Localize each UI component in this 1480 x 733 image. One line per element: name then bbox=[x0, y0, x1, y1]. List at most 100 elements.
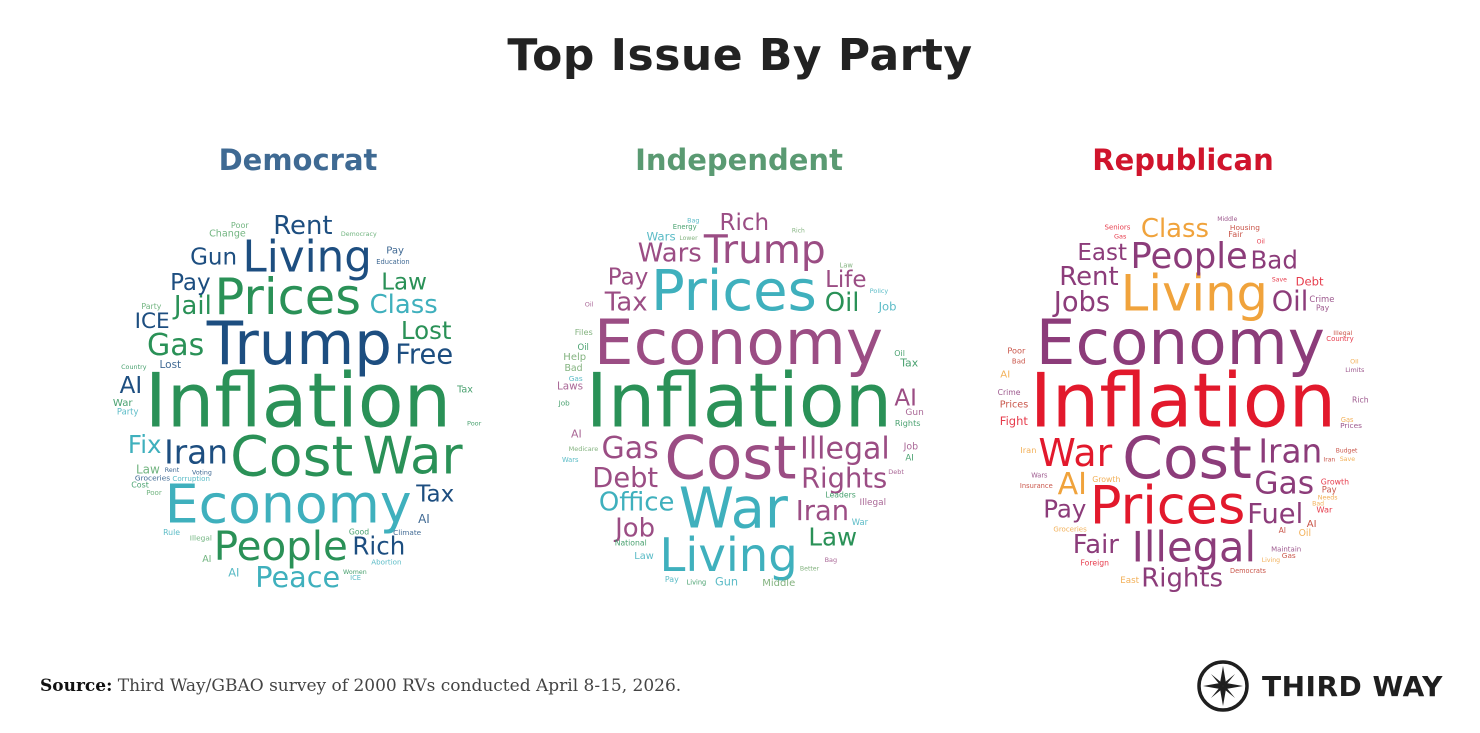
cloud-word: Rights bbox=[1141, 563, 1223, 593]
cloud-word: Fuel bbox=[1247, 499, 1303, 530]
cloud-filler-word: Bad bbox=[565, 363, 583, 374]
cloud-filler-word: Gas bbox=[569, 374, 583, 383]
cloud-word: Rich bbox=[720, 210, 770, 236]
cloud-filler-word: Maintain bbox=[1271, 545, 1301, 553]
cloud-filler-word: Growth bbox=[1321, 477, 1349, 486]
cloud-word: Cost bbox=[1122, 424, 1252, 492]
cloud-filler-word: Rich bbox=[1352, 395, 1369, 404]
cloud-filler-word: Budget bbox=[1336, 448, 1358, 455]
cloud-word: Jail bbox=[172, 291, 212, 321]
cloud-filler-word: Debt bbox=[888, 468, 904, 476]
cloud-filler-word: Poor bbox=[146, 488, 162, 497]
source-text: Third Way/GBAO survey of 2000 RVs conduc… bbox=[117, 676, 682, 696]
cloud-word: Tax bbox=[415, 482, 454, 508]
cloud-word: Gun bbox=[190, 244, 237, 270]
cloud-filler-word: Middle bbox=[1217, 216, 1237, 223]
cloud-filler-word: National bbox=[615, 539, 647, 548]
cloud-filler-word: Pay bbox=[386, 245, 404, 256]
cloud-word: Fair bbox=[1073, 530, 1120, 560]
cloud-word: Oil bbox=[825, 288, 860, 318]
cloud-filler-word: Crime bbox=[998, 388, 1021, 397]
cloud-word: Cost bbox=[665, 425, 797, 494]
cloud-filler-word: Living bbox=[687, 579, 707, 587]
cloud-filler-word: AI bbox=[571, 427, 582, 440]
cloud-word: Illegal bbox=[1132, 523, 1256, 572]
wordcloud-panel-republican: Republican Inflation Economy Cost Prices Liv… bbox=[983, 135, 1383, 615]
cloud-word: AI bbox=[894, 386, 917, 412]
cloud-filler-word: Illegal bbox=[860, 498, 887, 508]
cloud-filler-word: Democracy bbox=[341, 231, 377, 238]
cloud-word: Oil bbox=[1272, 287, 1309, 318]
cloud-word: Prices bbox=[1090, 476, 1245, 537]
panel-title-independent: Independent bbox=[635, 143, 843, 177]
cloud-filler-word: Climate bbox=[393, 528, 422, 537]
cloud-word: Illegal bbox=[800, 432, 890, 467]
panel-title-democrat: Democrat bbox=[218, 143, 378, 177]
cloud-filler-word: Party bbox=[141, 302, 161, 311]
cloud-word: People bbox=[1131, 236, 1248, 277]
cloud-word: Office bbox=[599, 488, 675, 518]
cloud-filler-word: Change bbox=[209, 228, 246, 239]
cloud-filler-word: Policy bbox=[870, 287, 889, 295]
cloud-word: Cost bbox=[230, 426, 353, 490]
cloud-word: Lost bbox=[401, 316, 452, 345]
cloud-filler-word: Iran bbox=[1020, 445, 1036, 455]
cloud-filler-word: Needs bbox=[1318, 495, 1338, 502]
cloud-word: Rich bbox=[352, 532, 405, 561]
cloud-word: Trump bbox=[206, 310, 392, 379]
cloud-filler-word: Tax bbox=[899, 357, 919, 370]
cloud-filler-word: Wars bbox=[1031, 471, 1048, 479]
cloud-filler-word: Middle bbox=[762, 578, 795, 589]
cloud-filler-word: Poor bbox=[231, 220, 250, 230]
cloud-word: Economy bbox=[594, 306, 883, 379]
cloud-filler-word: Iran bbox=[1323, 456, 1335, 463]
wordcloud-democrat: InflationTrumpCostEconomyWarPricesLiving… bbox=[113, 211, 482, 594]
cloud-filler-word: AI bbox=[1279, 526, 1286, 535]
cloud-filler-word: Gas bbox=[1341, 416, 1354, 424]
cloud-filler-word: Pay bbox=[665, 575, 679, 584]
cloud-filler-word: Party bbox=[117, 406, 139, 416]
cloud-word: Iran bbox=[796, 496, 849, 527]
cloud-word: ICE bbox=[135, 309, 170, 334]
cloud-filler-word: Debt bbox=[1296, 275, 1324, 289]
cloud-filler-word: Pay bbox=[1322, 485, 1337, 495]
cloud-word: Job bbox=[613, 514, 655, 544]
cloud-word: Prices bbox=[215, 268, 362, 326]
cloud-word: Pay bbox=[1043, 495, 1086, 524]
cloud-filler-word: Oil bbox=[585, 301, 594, 309]
cloud-filler-word: Illegal bbox=[1333, 329, 1352, 337]
cloud-word: War bbox=[363, 427, 464, 487]
cloud-word: East bbox=[1077, 240, 1127, 266]
cloud-filler-word: Wars bbox=[647, 229, 676, 243]
cloud-filler-word: AI bbox=[202, 554, 211, 565]
cloud-word: Pay bbox=[608, 265, 649, 291]
wordcloud-independent: InflationEconomyCostWarPricesLivingTrump… bbox=[557, 210, 924, 589]
cloud-word: Gas bbox=[602, 431, 659, 466]
cloud-filler-word: Files bbox=[575, 327, 593, 337]
cloud-word: Life bbox=[825, 267, 866, 293]
cloud-filler-word: Energy bbox=[673, 223, 697, 231]
cloud-filler-word: Poor bbox=[467, 419, 482, 427]
cloud-filler-word: Help bbox=[563, 352, 586, 363]
cloud-filler-word: Prices bbox=[1000, 400, 1028, 411]
cloud-word: Trump bbox=[703, 228, 826, 273]
cloud-filler-word: Law bbox=[136, 462, 160, 476]
cloud-filler-word: Oil bbox=[1257, 239, 1266, 246]
cloud-word: Inflation bbox=[1030, 357, 1337, 445]
cloud-filler-word: Growth bbox=[1092, 475, 1120, 484]
cloud-word: War bbox=[1038, 431, 1112, 475]
cloud-filler-word: Wars bbox=[562, 456, 579, 464]
cloud-word: Wars bbox=[638, 238, 702, 268]
cloud-word: Rights bbox=[801, 464, 887, 495]
cloud-filler-word: Oil bbox=[894, 349, 905, 358]
cloud-filler-word: ICE bbox=[350, 574, 361, 582]
cloud-filler-word: Poor bbox=[1007, 345, 1026, 355]
cloud-filler-word: Medicare bbox=[569, 445, 599, 453]
cloud-filler-word: Leaders bbox=[825, 490, 855, 499]
cloud-filler-word: Save bbox=[1272, 277, 1287, 284]
cloud-word: Gas bbox=[1254, 465, 1314, 501]
cloud-filler-word: AI bbox=[905, 453, 913, 463]
cloud-word: Inflation bbox=[586, 357, 893, 445]
cloud-filler-word: AI bbox=[228, 566, 239, 580]
cloud-filler-word: Tax bbox=[456, 384, 473, 395]
